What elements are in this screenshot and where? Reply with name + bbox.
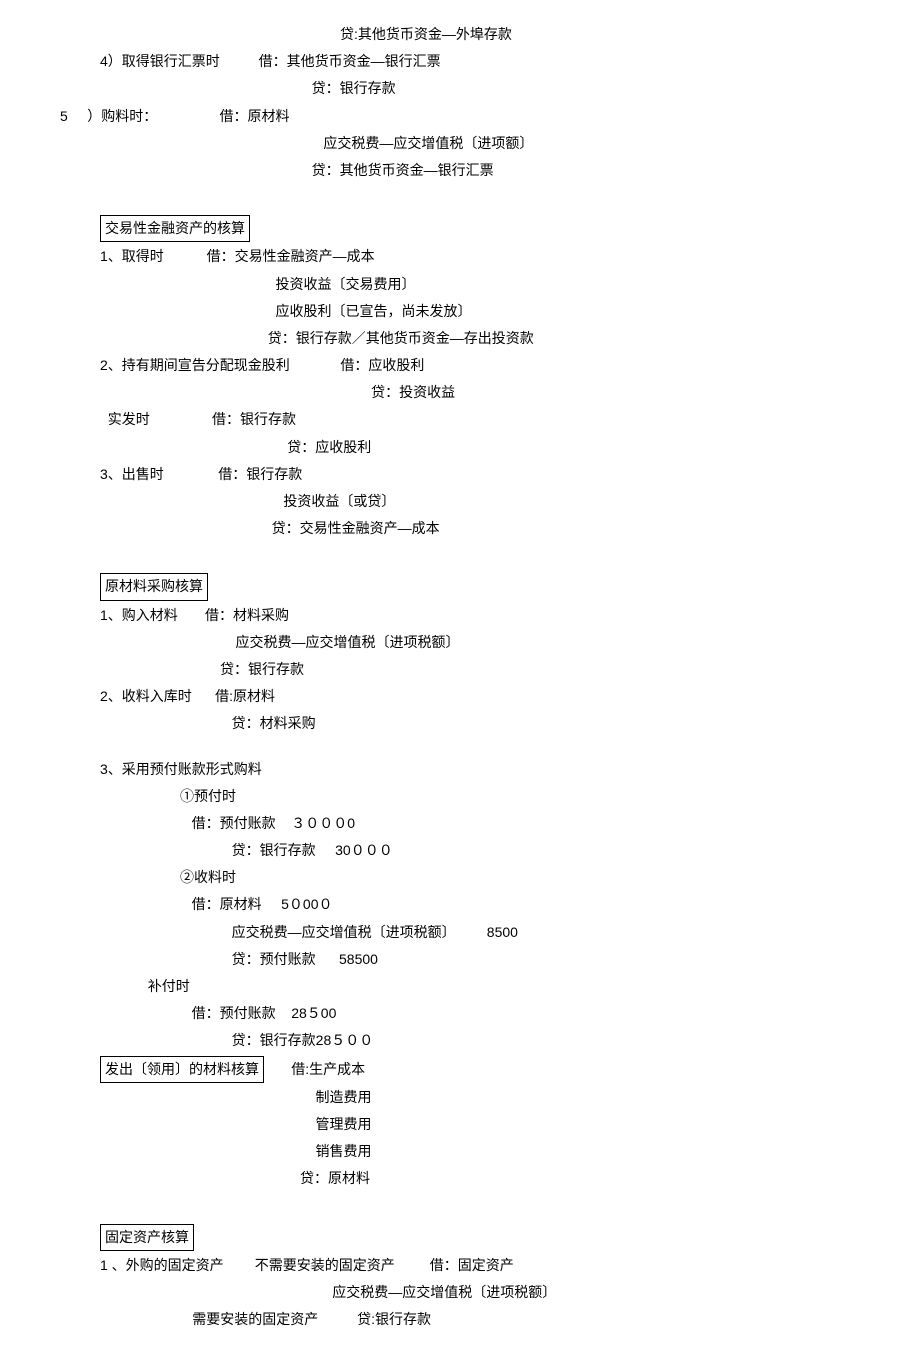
text-line-32: 借：原材料 5０00０ [60, 892, 860, 917]
text-line-42: 贷：原材料 [60, 1166, 860, 1191]
spacer [60, 1194, 860, 1222]
text-line-47: 需要安装的固定资产 贷:银行存款 [60, 1307, 860, 1332]
text-line-33: 应交税费—应交增值税〔进项税额〕 8500 [60, 920, 860, 945]
boxed-heading: 固定资产核算 [100, 1224, 194, 1251]
text-line-0: 贷:其他货币资金—外埠存款 [60, 22, 860, 47]
boxed-heading: 发出〔领用〕的材料核算 [100, 1056, 264, 1083]
text-line-40: 管理费用 [60, 1112, 860, 1137]
text-line-22: 应交税费—应交增值税〔进项税额〕 [60, 630, 860, 655]
text-line-25: 贷：材料采购 [60, 711, 860, 736]
text-line-12: 2、持有期间宣告分配现金股利 借：应收股利 [60, 353, 860, 378]
text-line-28: ①预付时 [60, 784, 860, 809]
text-line-1: 4）取得银行汇票时 借：其他货币资金—银行汇票 [60, 49, 860, 74]
text-line-24: 2、收料入库时 借:原材料 [60, 684, 860, 709]
text-line-5: 贷：其他货币资金—银行汇票 [60, 158, 860, 183]
text-line-9: 投资收益〔交易费用〕 [60, 272, 860, 297]
text-line-46: 应交税费—应交增值税〔进项税额〕 [60, 1280, 860, 1305]
document-content: 贷:其他货币资金—外埠存款4）取得银行汇票时 借：其他货币资金—银行汇票 贷：银… [60, 22, 860, 1332]
text-line-11: 贷：银行存款／其他货币资金—存出投资款 [60, 326, 860, 351]
text-line-13: 贷：投资收益 [60, 380, 860, 405]
text-line-34: 贷：预付账款 58500 [60, 947, 860, 972]
text-line-15: 贷：应收股利 [60, 435, 860, 460]
text-line-21: 1、购入材料 借：材料采购 [60, 603, 860, 628]
text-line-17: 投资收益〔或贷〕 [60, 489, 860, 514]
text-line-41: 销售费用 [60, 1139, 860, 1164]
text-line-14: 实发时 借：银行存款 [60, 407, 860, 432]
spacer [60, 543, 860, 571]
text-line-45: 1 、外购的固定资产 不需要安装的固定资产 借：固定资产 [60, 1253, 860, 1278]
text-line-31: ②收料时 [60, 865, 860, 890]
text-after-box: 借:生产成本 [264, 1061, 365, 1077]
text-line-36: 借：预付账款 28５00 [60, 1001, 860, 1026]
text-line-37: 贷：银行存款28５００ [60, 1028, 860, 1053]
text-line-7: 交易性金融资产的核算 [60, 215, 860, 242]
text-line-39: 制造费用 [60, 1085, 860, 1110]
text-line-38: 发出〔领用〕的材料核算 借:生产成本 [60, 1056, 860, 1083]
text-line-20: 原材料采购核算 [60, 573, 860, 600]
text-line-27: 3、采用预付账款形式购料 [60, 757, 860, 782]
text-line-18: 贷：交易性金融资产—成本 [60, 516, 860, 541]
text-line-10: 应收股利〔已宣告，尚未发放〕 [60, 299, 860, 324]
text-line-16: 3、出售时 借：银行存款 [60, 462, 860, 487]
text-line-35: 补付时 [60, 974, 860, 999]
boxed-heading: 交易性金融资产的核算 [100, 215, 250, 242]
text-line-29: 借：预付账款 ３０００0 [60, 811, 860, 836]
text-line-4: 应交税费—应交增值税〔进项额〕 [60, 131, 860, 156]
spacer [60, 739, 860, 755]
text-line-44: 固定资产核算 [60, 1224, 860, 1251]
text-line-8: 1、取得时 借：交易性金融资产—成本 [60, 244, 860, 269]
text-line-23: 贷：银行存款 [60, 657, 860, 682]
text-line-3: 5 ）购料时： 借：原材料 [60, 104, 860, 129]
text-line-2: 贷：银行存款 [60, 76, 860, 101]
text-line-30: 贷：银行存款 30０００ [60, 838, 860, 863]
boxed-heading: 原材料采购核算 [100, 573, 208, 600]
spacer [60, 185, 860, 213]
